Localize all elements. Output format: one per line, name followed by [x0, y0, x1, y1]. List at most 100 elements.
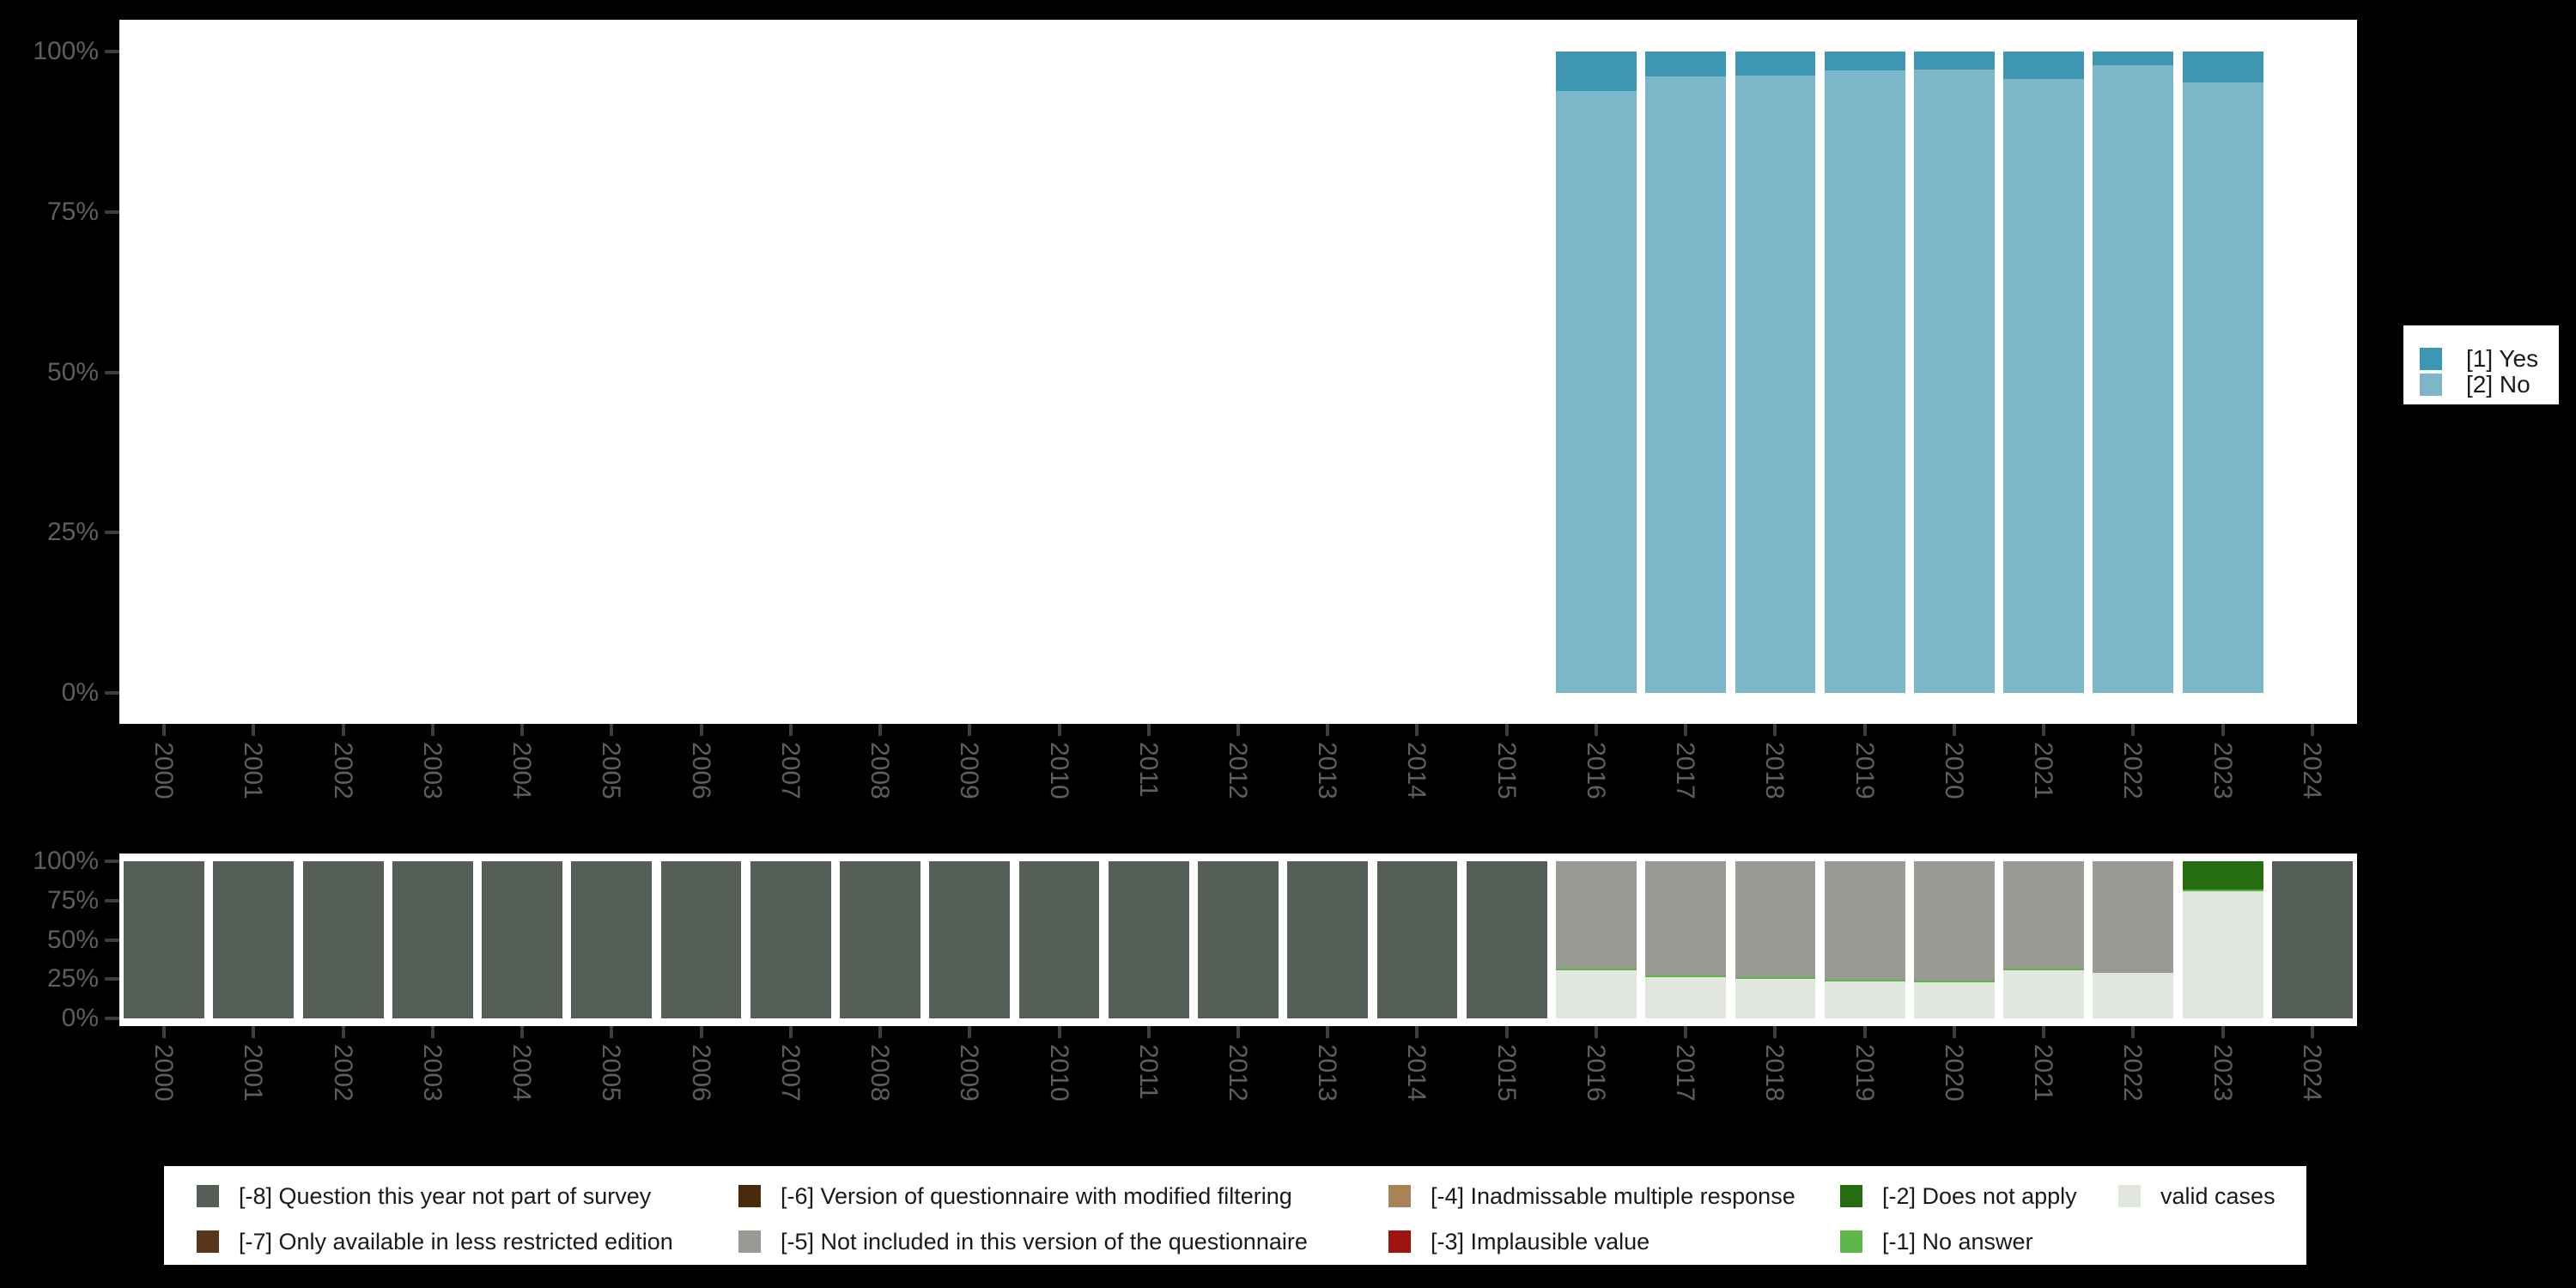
distribution-x-tick: [252, 724, 256, 736]
distribution-x-tick-label: 2024: [2297, 742, 2326, 799]
distribution-x-tick-label: 2013: [1313, 742, 1342, 799]
missing-bar-segment-2014: [1376, 861, 1458, 1018]
missing-y-tick-label: 25%: [46, 964, 99, 993]
missing-x-tick: [1684, 1026, 1688, 1038]
missing-bar-segment-2013: [1287, 861, 1369, 1018]
distribution-bar-segment-2022: [2093, 65, 2174, 693]
distribution-bar-segment-2020: [1914, 69, 1995, 693]
missing-bar-segment-2021: [2003, 968, 2085, 970]
missing-x-tick: [1415, 1026, 1419, 1038]
distribution-bar-segment-2019: [1824, 52, 1905, 70]
missing-y-tick-label: 0%: [61, 1004, 99, 1032]
missing-y-tick: [105, 898, 119, 902]
missing-y-tick-label: 50%: [46, 925, 99, 954]
missing-x-tick-label: 2007: [775, 1044, 805, 1102]
missing-x-tick-label: 2022: [2118, 1044, 2148, 1102]
distribution-x-tick: [2221, 724, 2225, 736]
missing-x-tick-label: 2015: [1492, 1044, 1521, 1102]
missing-y-tick-label: 75%: [46, 885, 99, 914]
distribution-bar-segment-2019: [1824, 70, 1905, 693]
distribution-x-tick-label: 2016: [1581, 742, 1610, 799]
distribution-x-tick: [878, 724, 883, 736]
distribution-x-tick: [2042, 724, 2046, 736]
distribution-x-tick-label: 2023: [2208, 742, 2237, 799]
distribution-x-tick: [1684, 724, 1688, 736]
distribution-y-tick: [105, 531, 119, 535]
distribution-x-tick: [1862, 724, 1867, 736]
missing-y-tick: [105, 938, 119, 942]
missing-bar-segment-2017: [1645, 976, 1727, 1018]
missing-legend-label-5: [-3] Implausible value: [1431, 1229, 1650, 1255]
distribution-x-tick: [1952, 724, 1956, 736]
missing-x-tick-label: 2013: [1313, 1044, 1342, 1102]
missing-x-tick-label: 2012: [1224, 1044, 1252, 1102]
missing-x-tick-label: 2005: [597, 1044, 626, 1102]
missing-y-tick-label: 100%: [33, 847, 99, 875]
missing-x-tick: [430, 1026, 434, 1038]
distribution-bar-segment-2017: [1645, 52, 1727, 77]
distribution-bar-segment-2018: [1735, 52, 1816, 76]
distribution-bar-segment-2023: [2182, 82, 2263, 693]
distribution-x-tick: [1326, 724, 1330, 736]
distribution-x-tick: [162, 724, 167, 736]
missing-x-tick-label: 2000: [149, 1044, 179, 1102]
distribution-x-tick: [1146, 724, 1151, 736]
missing-x-tick: [1773, 1026, 1777, 1038]
missing-x-tick-label: 2021: [2029, 1044, 2058, 1102]
missing-x-tick-label: 2006: [686, 1044, 715, 1102]
missing-x-tick-label: 2001: [239, 1044, 268, 1102]
missing-bar-segment-2019: [1824, 981, 1905, 1018]
missing-x-tick-label: 2019: [1850, 1044, 1879, 1102]
missing-bar-segment-2016: [1556, 861, 1637, 969]
missing-legend-label-0: [-8] Question this year not part of surv…: [239, 1183, 652, 1209]
missing-bar-segment-2023: [2182, 889, 2263, 891]
distribution-x-tick-label: 2000: [149, 742, 179, 799]
missing-bar-segment-2023: [2182, 861, 2263, 890]
distribution-y-tick-label: 0%: [61, 678, 99, 707]
missing-x-tick: [699, 1026, 703, 1038]
missing-bar-segment-2022: [2093, 973, 2174, 1018]
distribution-x-tick: [1415, 724, 1419, 736]
distribution-legend: [1] Yes [2] No: [2403, 325, 2559, 404]
distribution-x-tick-label: 2014: [1402, 742, 1431, 799]
missing-x-tick-label: 2010: [1044, 1044, 1073, 1102]
missing-x-tick: [1057, 1026, 1061, 1038]
missing-y-tick: [105, 977, 119, 981]
missing-bar-segment-2010: [1018, 861, 1100, 1018]
missing-legend-swatch-6: [1840, 1185, 1862, 1207]
distribution-bar-segment-2023: [2182, 52, 2263, 82]
distribution-x-tick: [430, 724, 434, 736]
missing-bar-segment-2017: [1645, 975, 1727, 977]
missing-bar-segment-2000: [124, 861, 205, 1018]
distribution-x-tick-label: 2020: [1939, 742, 1968, 799]
distribution-x-tick-label: 2018: [1760, 742, 1789, 799]
missing-x-tick: [1862, 1026, 1867, 1038]
missing-y-tick: [105, 1017, 119, 1020]
distribution-x-tick-label: 2009: [955, 742, 984, 799]
missing-bar-segment-2011: [1108, 861, 1189, 1018]
missing-y-tick: [105, 860, 119, 863]
missing-bar-segment-2019: [1824, 979, 1905, 981]
missing-x-tick-label: 2016: [1581, 1044, 1610, 1102]
missing-x-tick-label: 2017: [1671, 1044, 1700, 1102]
missing-bar-segment-2002: [302, 861, 384, 1018]
distribution-y-tick: [105, 691, 119, 695]
distribution-x-tick: [2310, 724, 2314, 736]
legend-label-2: [2] No: [2466, 371, 2530, 398]
distribution-x-tick-label: 2002: [328, 742, 357, 799]
missing-x-tick: [2310, 1026, 2314, 1038]
distribution-x-tick: [1773, 724, 1777, 736]
distribution-bar-segment-2016: [1556, 52, 1637, 91]
missing-legend-label-6: [-2] Does not apply: [1882, 1183, 2077, 1209]
missing-x-tick-label: 2003: [417, 1044, 447, 1102]
distribution-x-tick-label: 2011: [1133, 742, 1163, 798]
missing-bar-segment-2018: [1735, 978, 1816, 1018]
distribution-x-tick: [520, 724, 525, 736]
missing-legend-swatch-7: [1840, 1230, 1862, 1253]
distribution-bar-segment-2020: [1914, 52, 1995, 70]
distribution-y-tick-label: 25%: [46, 518, 99, 547]
distribution-x-tick: [1504, 724, 1509, 736]
distribution-x-tick-label: 2012: [1224, 742, 1252, 799]
missing-legend-label-3: [-5] Not included in this version of the…: [781, 1229, 1308, 1255]
